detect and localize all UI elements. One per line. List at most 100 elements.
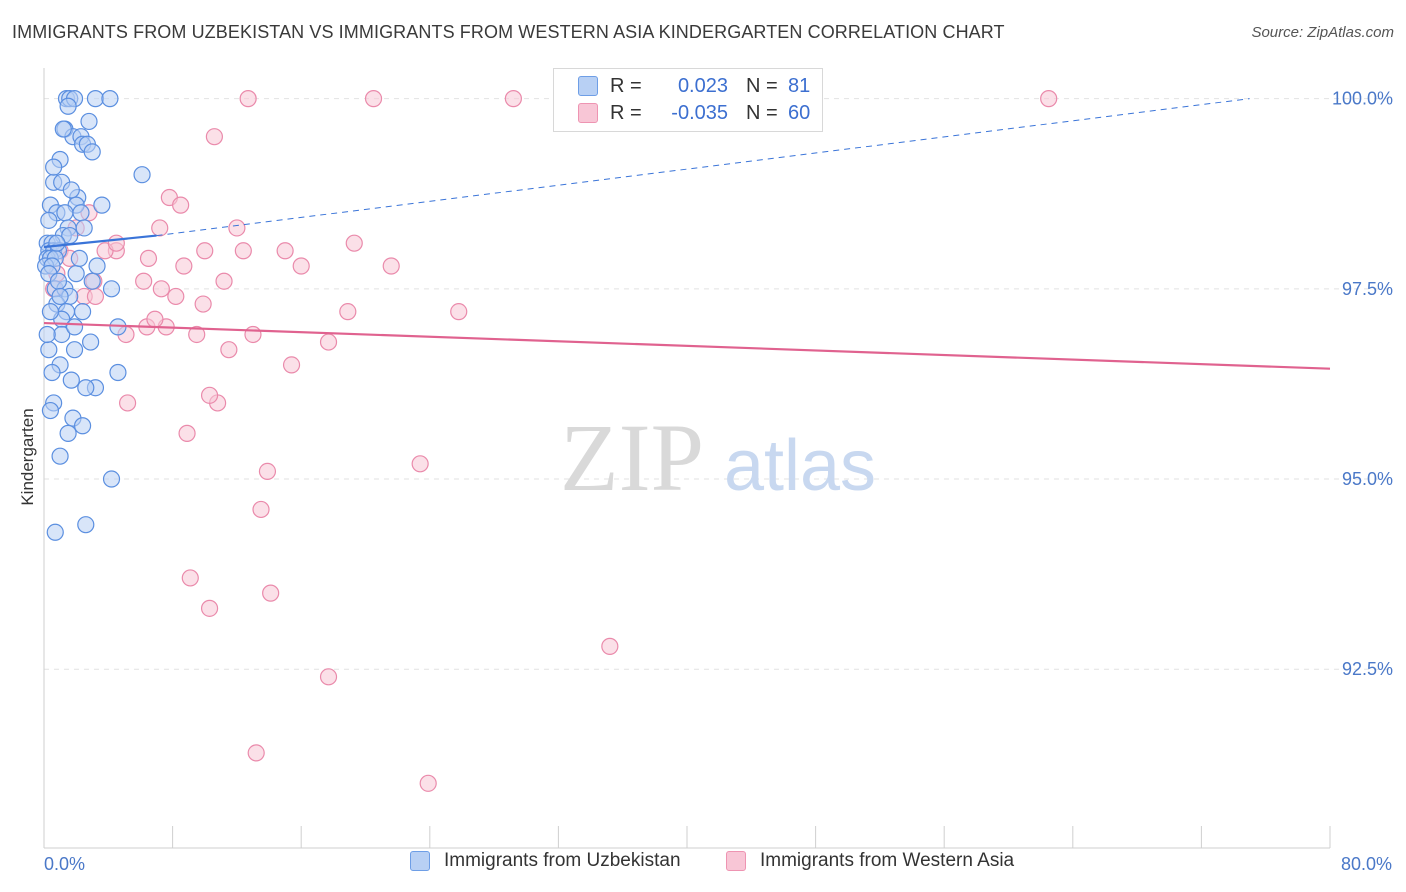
point-uzbekistan — [62, 371, 80, 389]
point-western-asia — [364, 90, 383, 108]
point-uzbekistan — [51, 287, 69, 306]
point-uzbekistan — [82, 333, 100, 351]
point-western-asia — [181, 569, 199, 587]
point-uzbekistan — [109, 363, 127, 382]
legend-r-label: R = — [610, 101, 642, 124]
point-uzbekistan — [65, 318, 84, 336]
point-uzbekistan — [86, 90, 105, 108]
point-uzbekistan — [54, 120, 72, 138]
point-western-asia — [419, 774, 437, 792]
point-uzbekistan — [41, 401, 60, 420]
legend-n-value-uzbekistan: 81 — [788, 74, 811, 97]
point-uzbekistan — [77, 379, 95, 397]
point-western-asia — [172, 196, 190, 214]
point-uzbekistan — [51, 447, 69, 465]
point-western-asia — [139, 249, 158, 267]
point-western-asia — [234, 242, 252, 260]
point-western-asia — [262, 584, 280, 602]
series-uzbekistan-points — [37, 90, 151, 541]
point-western-asia — [282, 356, 301, 374]
point-uzbekistan — [56, 204, 74, 222]
point-western-asia — [319, 333, 338, 351]
point-western-asia — [175, 257, 193, 275]
point-uzbekistan — [70, 249, 88, 267]
legend-item-western-asia[interactable]: Immigrants from Western Asia — [726, 850, 1014, 872]
legend-r-value-western-asia: -0.035 — [671, 101, 728, 124]
point-uzbekistan — [102, 470, 121, 488]
legend-label-uzbekistan: Immigrants from Uzbekistan — [444, 850, 681, 871]
legend-r-value-uzbekistan: 0.023 — [677, 74, 728, 97]
point-uzbekistan — [40, 211, 58, 229]
legend-swatch-pink — [726, 851, 746, 871]
point-western-asia — [152, 280, 170, 298]
point-uzbekistan — [65, 341, 84, 359]
y-tick-label: 92.5% — [1342, 659, 1393, 679]
point-western-asia — [450, 303, 468, 321]
point-uzbekistan — [83, 143, 101, 161]
point-western-asia — [504, 90, 522, 108]
point-uzbekistan — [43, 363, 61, 382]
legend-row-western-asia: R = -0.035 N = 60 — [578, 100, 810, 126]
y-tick-label: 100.0% — [1332, 89, 1393, 109]
point-uzbekistan — [62, 181, 80, 199]
y-tick-label: 97.5% — [1342, 279, 1393, 299]
series-legend: Immigrants from Uzbekistan Immigrants fr… — [0, 850, 1406, 878]
source-credit: Source: ZipAtlas.com — [1251, 24, 1394, 41]
point-uzbekistan — [77, 516, 95, 534]
point-uzbekistan — [49, 272, 68, 290]
legend-swatch-blue — [578, 76, 598, 96]
point-uzbekistan — [59, 424, 77, 442]
point-western-asia — [215, 272, 233, 290]
point-western-asia — [188, 325, 206, 344]
trend-lines — [43, 98, 1331, 370]
point-western-asia — [135, 272, 153, 290]
point-western-asia — [247, 744, 265, 762]
axes — [43, 68, 1331, 849]
point-uzbekistan — [45, 158, 63, 176]
point-western-asia — [200, 386, 219, 404]
point-western-asia — [239, 90, 257, 108]
point-western-asia — [86, 287, 105, 306]
point-western-asia — [411, 455, 429, 473]
legend-swatch-pink — [578, 103, 598, 123]
y-tick-label: 95.0% — [1342, 469, 1393, 489]
point-western-asia — [244, 325, 262, 344]
point-western-asia — [258, 462, 277, 481]
point-uzbekistan — [88, 257, 106, 275]
point-uzbekistan — [67, 265, 85, 283]
legend-row-uzbekistan: R = 0.023 N = 81 — [578, 73, 810, 99]
point-western-asia — [167, 287, 185, 306]
watermark-zip: ZIP — [560, 404, 704, 511]
legend-n-value-western-asia: 60 — [788, 101, 811, 124]
point-uzbekistan — [75, 219, 93, 237]
point-uzbekistan — [83, 272, 101, 290]
point-western-asia — [200, 599, 219, 617]
point-uzbekistan — [80, 112, 98, 131]
point-uzbekistan — [38, 325, 56, 344]
trend-line-uzbekistan — [43, 234, 157, 249]
point-uzbekistan — [41, 303, 60, 321]
point-western-asia — [382, 257, 400, 275]
point-uzbekistan — [40, 341, 58, 359]
point-western-asia — [196, 242, 214, 260]
point-western-asia — [220, 341, 238, 359]
point-western-asia — [146, 310, 164, 328]
grid-lines — [44, 98, 1392, 670]
trend-line-western-asia — [43, 321, 1331, 370]
point-western-asia — [194, 295, 212, 313]
legend-r-label: R = — [610, 74, 642, 97]
point-western-asia — [276, 242, 294, 260]
point-western-asia — [205, 128, 223, 146]
point-uzbekistan — [59, 97, 77, 115]
x-tick-label-min: 0.0% — [44, 854, 85, 874]
y-axis-title: Kindergarten — [18, 408, 37, 505]
point-uzbekistan — [101, 90, 119, 108]
point-western-asia — [178, 424, 196, 442]
point-uzbekistan — [93, 196, 111, 214]
point-uzbekistan — [72, 204, 90, 222]
point-western-asia — [252, 500, 270, 519]
watermark-atlas: atlas — [724, 426, 876, 506]
legend-item-uzbekistan[interactable]: Immigrants from Uzbekistan — [410, 850, 681, 872]
point-western-asia — [292, 257, 310, 275]
